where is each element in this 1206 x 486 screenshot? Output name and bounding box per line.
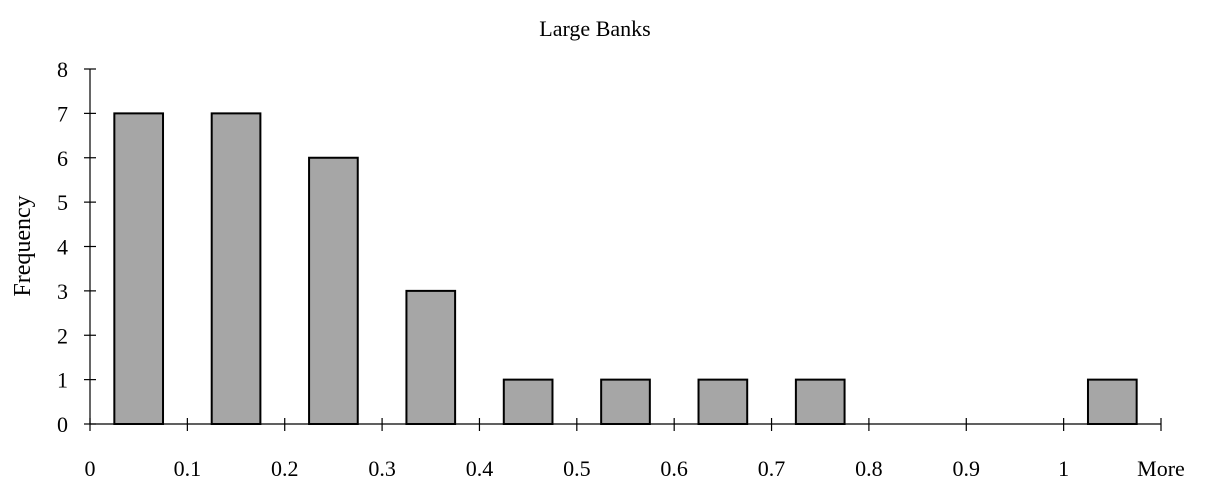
- x-tick-label: 0.1: [174, 456, 202, 481]
- x-tick-label: 0.2: [271, 456, 299, 481]
- chart-title: Large Banks: [539, 16, 650, 41]
- bar: [405, 289, 457, 425]
- bar: [502, 378, 554, 425]
- x-tick-label: 0.5: [563, 456, 591, 481]
- y-axis: 0 1 2 3 4 5 6 7 8: [57, 57, 96, 437]
- y-tick-label: 1: [57, 368, 68, 393]
- y-tick-label: 8: [57, 57, 68, 82]
- x-tick-label: 0.4: [466, 456, 494, 481]
- y-tick-label: 2: [57, 323, 68, 348]
- x-tick-label: 0.8: [855, 456, 883, 481]
- y-axis-title: Frequency: [10, 195, 36, 296]
- x-tick-label: 0: [85, 456, 96, 481]
- y-tick-label: 4: [57, 235, 68, 260]
- x-tick-label: 0.6: [660, 456, 688, 481]
- y-tick-label: 0: [57, 412, 68, 437]
- bar: [697, 378, 749, 425]
- bar: [1086, 378, 1138, 425]
- y-tick-label: 7: [57, 101, 68, 126]
- x-tick-label: 1: [1058, 456, 1069, 481]
- bar: [113, 112, 165, 425]
- bars: [113, 112, 1138, 425]
- x-tick-label: 0.3: [368, 456, 396, 481]
- x-tick-label: 0.9: [953, 456, 981, 481]
- x-tick-label: 0.7: [758, 456, 786, 481]
- y-tick-label: 5: [57, 190, 68, 215]
- x-axis: 0 0.1 0.2 0.3 0.4 0.5 0.6 0.7 0.8 0.9 1 More: [85, 418, 1185, 481]
- bar: [308, 156, 359, 425]
- y-tick-label: 6: [57, 146, 68, 171]
- bar: [210, 112, 262, 425]
- bar: [600, 378, 651, 425]
- bar: [794, 378, 846, 425]
- y-tick-label: 3: [57, 279, 68, 304]
- x-tick-label: More: [1137, 456, 1185, 481]
